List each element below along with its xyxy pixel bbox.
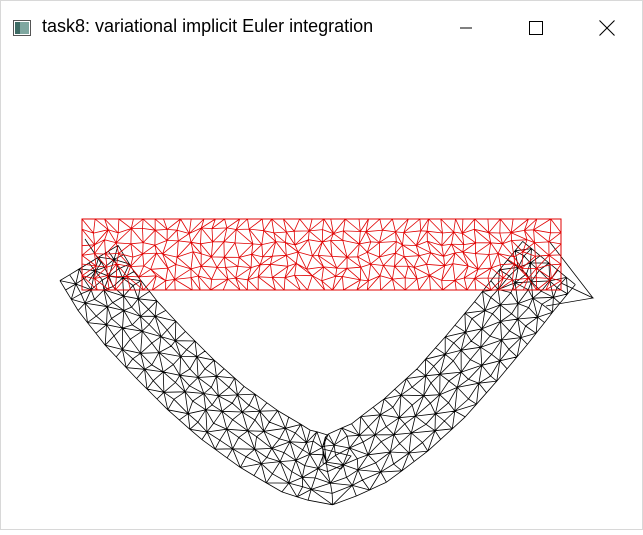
minimize-icon (460, 27, 472, 29)
close-icon (599, 20, 615, 36)
close-button[interactable] (572, 1, 642, 55)
deformed-mesh (59, 241, 576, 506)
window-title: task8: variational implicit Euler integr… (42, 16, 374, 36)
rest-mesh (81, 218, 562, 291)
maximize-icon (529, 21, 543, 35)
mesh-viewport[interactable] (1, 55, 642, 530)
title-bar[interactable]: task8: variational implicit Euler integr… (1, 1, 642, 55)
minimize-button[interactable] (431, 1, 501, 55)
render-canvas[interactable] (1, 55, 642, 530)
window-app-icon (13, 20, 31, 36)
rest-mesh-border (81, 218, 562, 291)
maximize-button[interactable] (501, 1, 571, 55)
